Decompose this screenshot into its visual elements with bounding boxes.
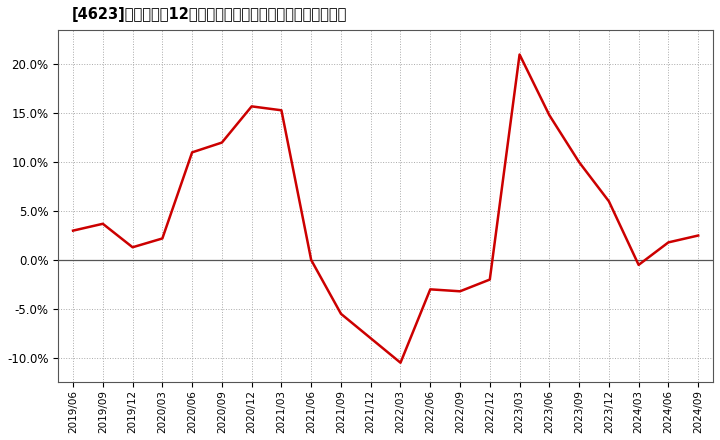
Text: [4623]　売上高の12か月移動合計の対前年同期増減率の推移: [4623] 売上高の12か月移動合計の対前年同期増減率の推移 bbox=[71, 7, 346, 22]
